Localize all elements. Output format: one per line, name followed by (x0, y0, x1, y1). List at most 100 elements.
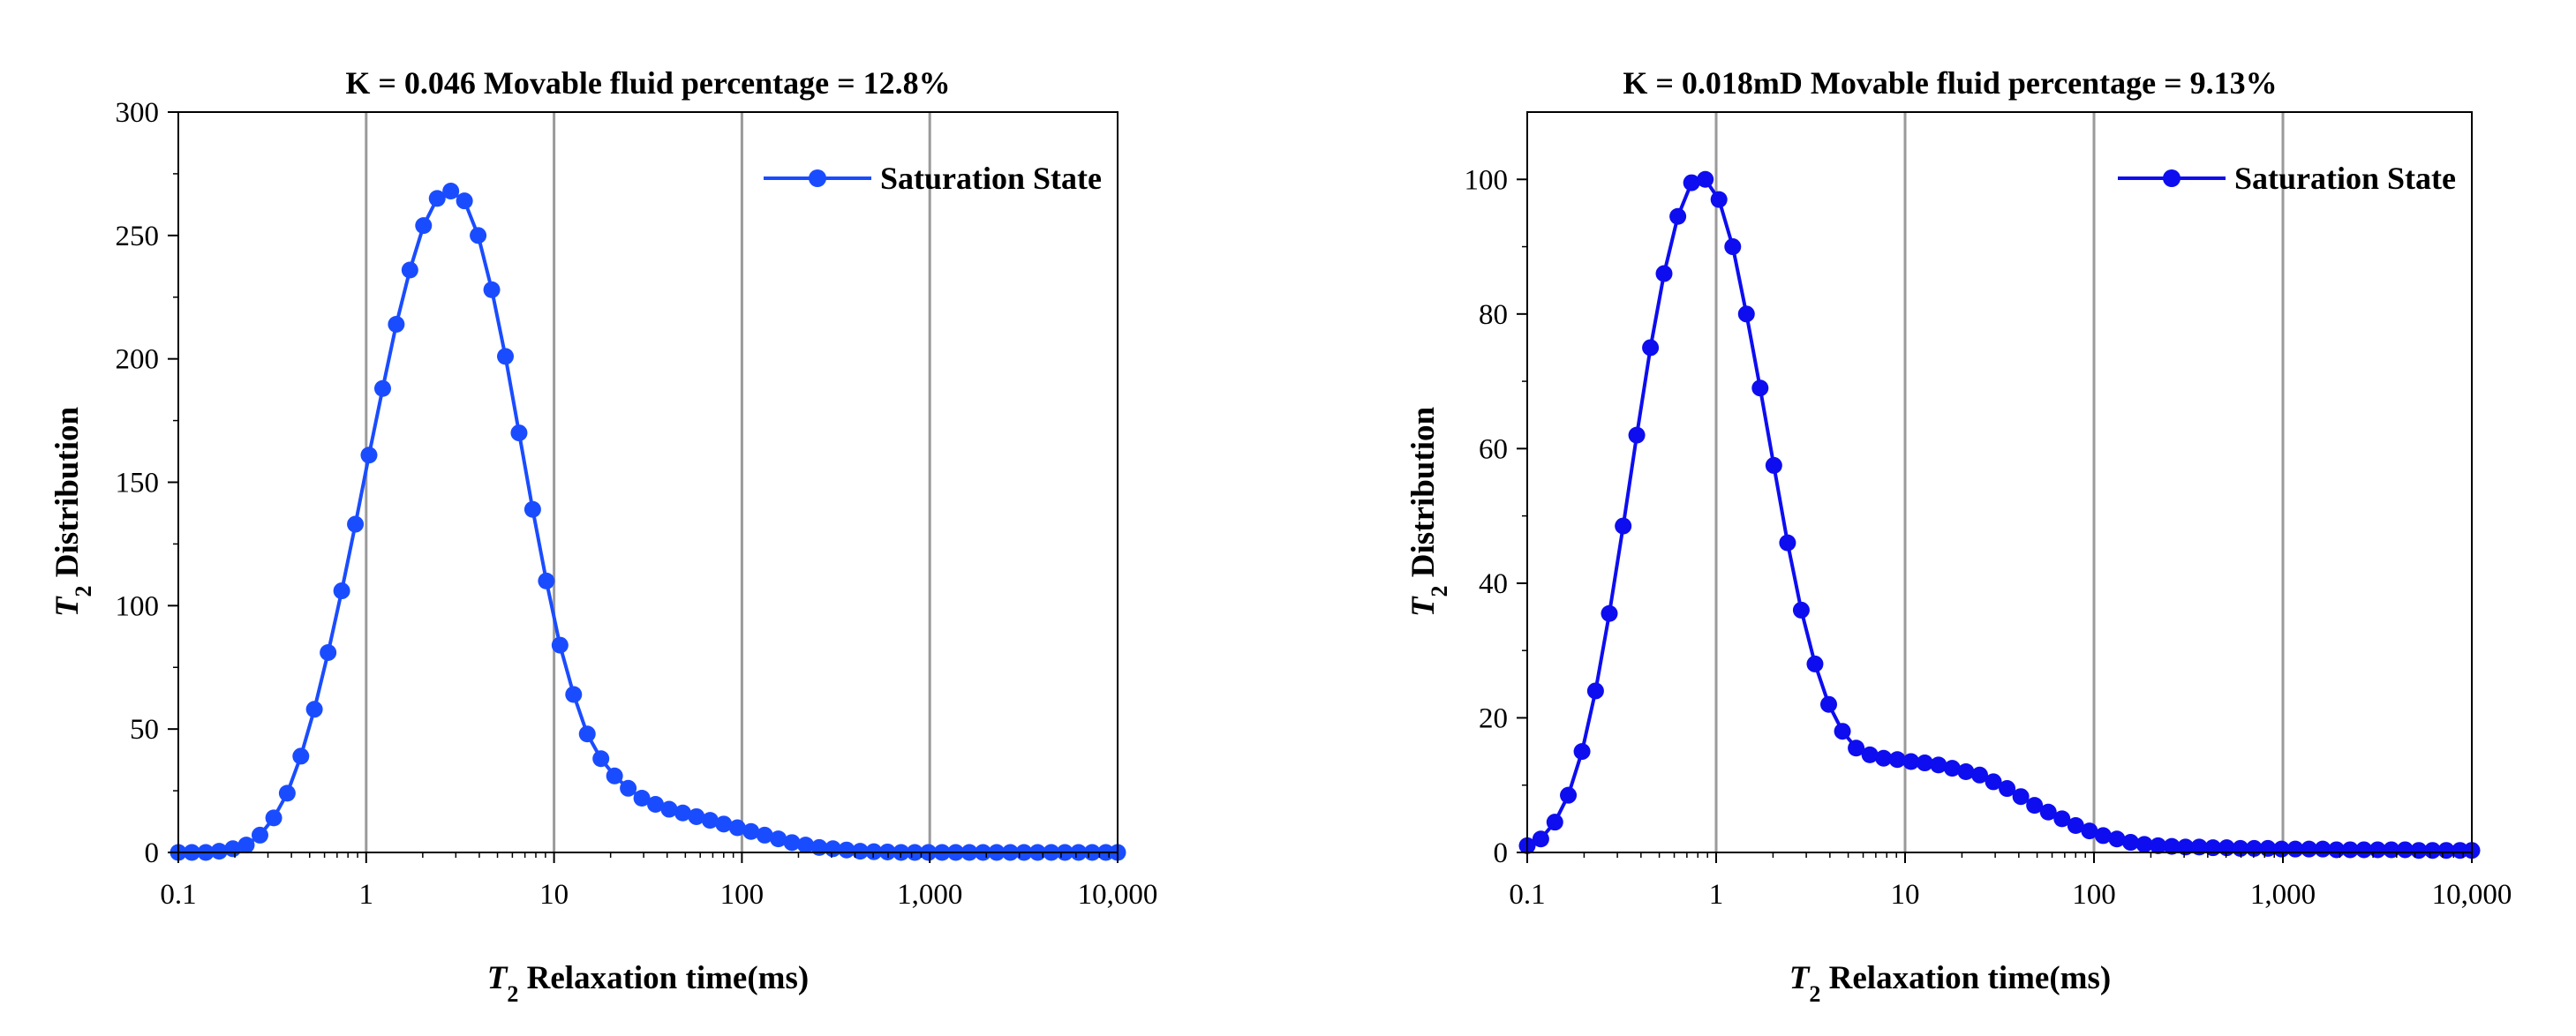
data-point (660, 800, 678, 818)
data-point (1655, 265, 1673, 282)
y-axis-ticks: 0 20 40 60 80 100 (1465, 164, 1527, 869)
data-point (688, 807, 705, 825)
data-point (1848, 739, 1865, 757)
legend-label: Saturation State (880, 161, 1102, 196)
data-point (510, 424, 528, 442)
data-point (620, 779, 637, 797)
x-tick-label: 0.1 (160, 879, 196, 911)
data-point (2026, 797, 2044, 815)
data-point (2039, 803, 2057, 821)
data-point (1779, 534, 1796, 552)
data-points (1518, 170, 2481, 860)
y-tick-label: 60 (1479, 433, 1508, 465)
data-point (538, 572, 555, 589)
data-point (1601, 604, 1618, 622)
chart-title: K = 0.018mD Movable fluid percentage = 9… (1623, 65, 2277, 101)
data-point (2081, 822, 2098, 840)
data-point (701, 812, 719, 830)
x-tick-label: 10,000 (1078, 879, 1158, 911)
legend-label: Saturation State (2234, 161, 2456, 196)
y-tick-label: 200 (116, 344, 160, 376)
y-axis-label: T2 Distribution (1405, 407, 1452, 618)
data-point (1970, 766, 1988, 784)
data-points (169, 182, 1126, 861)
data-point (1683, 174, 1700, 191)
y-axis-label: T2 Distribution (49, 407, 96, 618)
data-point (278, 785, 296, 802)
data-point (1751, 379, 1769, 397)
data-point (483, 281, 501, 298)
data-point (2177, 838, 2195, 856)
data-point (2108, 830, 2126, 848)
data-point (265, 809, 282, 827)
data-point (1957, 762, 1975, 780)
data-point (1792, 601, 1810, 619)
data-point (360, 447, 378, 464)
data-point (770, 830, 787, 848)
y-axis-ticks: 0 50 100 150 200 250 300 (116, 97, 178, 869)
y-tick-label: 100 (1465, 164, 1509, 196)
data-point (1669, 207, 1687, 225)
y-tick-label: 0 (145, 837, 160, 869)
data-point (1806, 655, 1824, 672)
x-tick-label: 1 (359, 879, 374, 911)
data-point (592, 750, 610, 768)
data-point (237, 837, 255, 854)
data-point (1532, 830, 1549, 848)
x-axis-label: T2 Relaxation time(ms) (1789, 960, 2111, 1007)
y-tick-label: 50 (130, 714, 159, 746)
data-point (1916, 754, 1933, 772)
data-point (797, 837, 815, 854)
data-point (2341, 841, 2359, 859)
data-point (2355, 841, 2373, 859)
data-point (606, 767, 623, 785)
data-point (633, 789, 651, 807)
y-tick-label: 300 (116, 97, 160, 129)
data-point (292, 747, 310, 765)
data-point (2150, 837, 2167, 854)
x-tick-label: 1 (1709, 879, 1724, 911)
series-line-saturation-state (178, 189, 1118, 854)
data-point (1628, 426, 1646, 444)
data-point (851, 843, 869, 860)
plot-frame (177, 111, 1119, 853)
data-point (578, 725, 596, 743)
chart-left: K = 0.046 Movable fluid percentage = 12.… (49, 65, 1158, 1007)
data-point (1546, 814, 1563, 831)
data-point (347, 515, 365, 533)
data-point (320, 643, 337, 661)
data-point (2383, 841, 2400, 859)
data-point (2135, 836, 2153, 853)
data-point (251, 826, 268, 844)
data-point (428, 190, 446, 207)
data-point (838, 841, 855, 859)
data-point (2190, 838, 2208, 856)
data-point (1875, 749, 1893, 767)
data-point (2452, 842, 2469, 860)
data-point (565, 686, 583, 703)
plot-frame (1526, 111, 2473, 853)
data-point (442, 182, 460, 199)
data-point (674, 804, 691, 822)
data-point (756, 826, 773, 844)
chart-right: K = 0.018mD Movable fluid percentage = 9… (1405, 65, 2512, 1007)
data-point (1737, 305, 1755, 323)
vertical-gridlines (1714, 112, 2285, 852)
data-point (401, 261, 418, 279)
data-point (415, 217, 433, 235)
y-tick-label: 100 (116, 590, 160, 622)
x-tick-label: 100 (720, 879, 765, 911)
data-point (388, 316, 405, 334)
data-point (1697, 170, 1714, 188)
data-point (1930, 756, 1947, 774)
data-point (715, 815, 733, 833)
data-point (2012, 788, 2030, 806)
data-point (1615, 517, 1632, 535)
x-tick-label: 10 (1891, 879, 1920, 911)
x-tick-label: 0.1 (1509, 879, 1545, 911)
data-point (305, 701, 323, 718)
y-tick-label: 40 (1479, 568, 1508, 600)
x-tick-label: 1,000 (2250, 879, 2316, 911)
data-point (1943, 760, 1961, 777)
data-point (551, 636, 569, 654)
